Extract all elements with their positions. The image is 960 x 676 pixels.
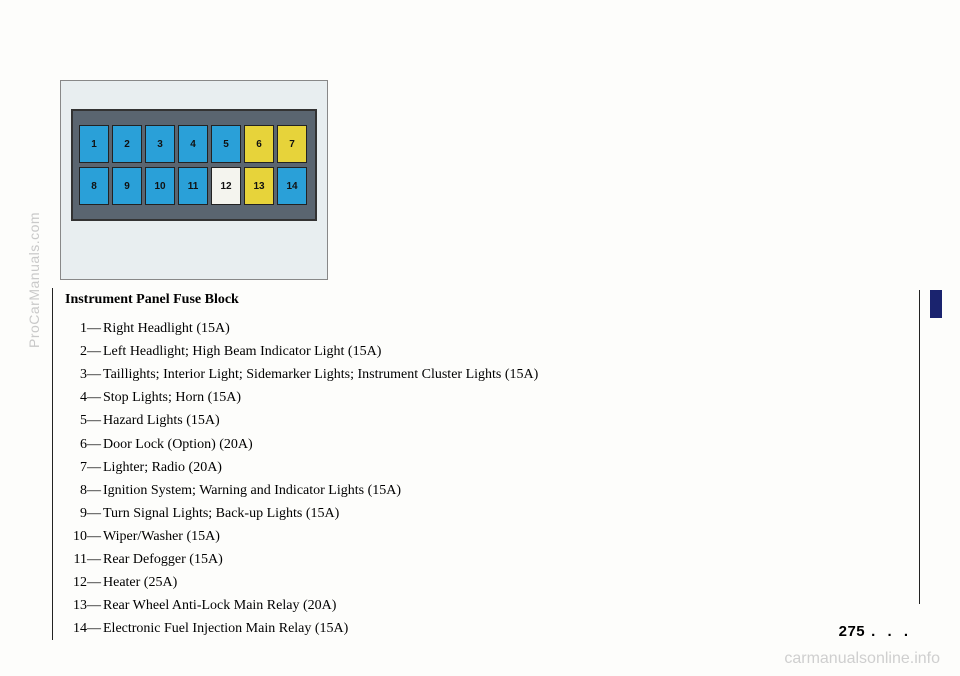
index-tab <box>930 290 942 318</box>
dash: — <box>87 433 101 456</box>
fuse-slot: 7 <box>277 125 307 163</box>
fuse-legend-row: 10—Wiper/Washer (15A) <box>65 525 900 548</box>
fuse-legend-row: 5—Hazard Lights (15A) <box>65 409 900 432</box>
fuse-number: 8 <box>65 479 87 502</box>
fuse-description: Heater (25A) <box>103 571 177 594</box>
fuse-number: 2 <box>65 340 87 363</box>
fuse-legend: Instrument Panel Fuse Block 1—Right Head… <box>52 288 900 640</box>
fuse-legend-row: 4—Stop Lights; Horn (15A) <box>65 386 900 409</box>
page-dots: . . . <box>871 623 912 640</box>
fuse-slot: 13 <box>244 167 274 205</box>
watermark-footer: carmanualsonline.info <box>784 650 940 668</box>
fuse-number: 12 <box>65 571 87 594</box>
dash: — <box>87 386 101 409</box>
fuse-legend-row: 1—Right Headlight (15A) <box>65 317 900 340</box>
fuse-description: Rear Wheel Anti-Lock Main Relay (20A) <box>103 594 336 617</box>
fuse-description: Hazard Lights (15A) <box>103 409 220 432</box>
dash: — <box>87 340 101 363</box>
dash: — <box>87 594 101 617</box>
fuse-legend-row: 14—Electronic Fuel Injection Main Relay … <box>65 617 900 640</box>
fuse-number: 14 <box>65 617 87 640</box>
watermark-side: ProCarManuals.com <box>26 212 42 348</box>
fuse-number: 10 <box>65 525 87 548</box>
fuse-number: 3 <box>65 363 87 386</box>
fuse-legend-row: 9—Turn Signal Lights; Back-up Lights (15… <box>65 502 900 525</box>
fuse-row: 891011121314 <box>79 167 309 205</box>
fuse-legend-row: 11—Rear Defogger (15A) <box>65 548 900 571</box>
fuse-description: Ignition System; Warning and Indicator L… <box>103 479 401 502</box>
fuse-legend-row: 2—Left Headlight; High Beam Indicator Li… <box>65 340 900 363</box>
fuse-block: 1234567891011121314 <box>71 109 317 221</box>
fuse-slot: 14 <box>277 167 307 205</box>
dash: — <box>87 317 101 340</box>
fuse-description: Rear Defogger (15A) <box>103 548 223 571</box>
fuse-slot: 4 <box>178 125 208 163</box>
fuse-legend-row: 3—Taillights; Interior Light; Sidemarker… <box>65 363 900 386</box>
fuse-description: Left Headlight; High Beam Indicator Ligh… <box>103 340 381 363</box>
fuse-description: Electronic Fuel Injection Main Relay (15… <box>103 617 348 640</box>
fuse-description: Right Headlight (15A) <box>103 317 230 340</box>
dash: — <box>87 617 101 640</box>
fuse-description: Wiper/Washer (15A) <box>103 525 220 548</box>
fuse-number: 7 <box>65 456 87 479</box>
dash: — <box>87 548 101 571</box>
fuse-legend-row: 6—Door Lock (Option) (20A) <box>65 433 900 456</box>
dash: — <box>87 409 101 432</box>
fuse-number: 4 <box>65 386 87 409</box>
page-number-value: 275 <box>839 623 866 640</box>
fuse-slot: 1 <box>79 125 109 163</box>
fuse-legend-row: 12—Heater (25A) <box>65 571 900 594</box>
fuse-slot: 11 <box>178 167 208 205</box>
dash: — <box>87 363 101 386</box>
fuse-slot: 9 <box>112 167 142 205</box>
fuse-description: Taillights; Interior Light; Sidemarker L… <box>103 363 538 386</box>
fuse-number: 13 <box>65 594 87 617</box>
content-area: Instrument Panel Fuse Block 1—Right Head… <box>64 288 900 640</box>
dash: — <box>87 571 101 594</box>
fuse-number: 9 <box>65 502 87 525</box>
manual-page: 1234567891011121314 Instrument Panel Fus… <box>0 0 960 676</box>
fuse-slot: 2 <box>112 125 142 163</box>
fuse-description: Stop Lights; Horn (15A) <box>103 386 241 409</box>
fuse-block-diagram: 1234567891011121314 <box>60 80 328 280</box>
dash: — <box>87 525 101 548</box>
section-heading: Instrument Panel Fuse Block <box>65 288 900 311</box>
fuse-legend-row: 8—Ignition System; Warning and Indicator… <box>65 479 900 502</box>
fuse-slot: 6 <box>244 125 274 163</box>
fuse-description: Turn Signal Lights; Back-up Lights (15A) <box>103 502 339 525</box>
fuse-slot: 10 <box>145 167 175 205</box>
fuse-number: 1 <box>65 317 87 340</box>
fuse-description: Door Lock (Option) (20A) <box>103 433 253 456</box>
fuse-description: Lighter; Radio (20A) <box>103 456 222 479</box>
fuse-slot: 3 <box>145 125 175 163</box>
fuse-row: 1234567 <box>79 125 309 163</box>
tab-marker <box>930 290 942 578</box>
dash: — <box>87 502 101 525</box>
dash: — <box>87 456 101 479</box>
dash: — <box>87 479 101 502</box>
fuse-number: 5 <box>65 409 87 432</box>
fuse-slot: 8 <box>79 167 109 205</box>
fuse-slot: 12 <box>211 167 241 205</box>
right-divider <box>919 290 920 604</box>
fuse-legend-row: 7—Lighter; Radio (20A) <box>65 456 900 479</box>
fuse-number: 11 <box>65 548 87 571</box>
fuse-slot: 5 <box>211 125 241 163</box>
fuse-number: 6 <box>65 433 87 456</box>
fuse-legend-row: 13—Rear Wheel Anti-Lock Main Relay (20A) <box>65 594 900 617</box>
page-number: 275 . . . <box>839 623 912 640</box>
